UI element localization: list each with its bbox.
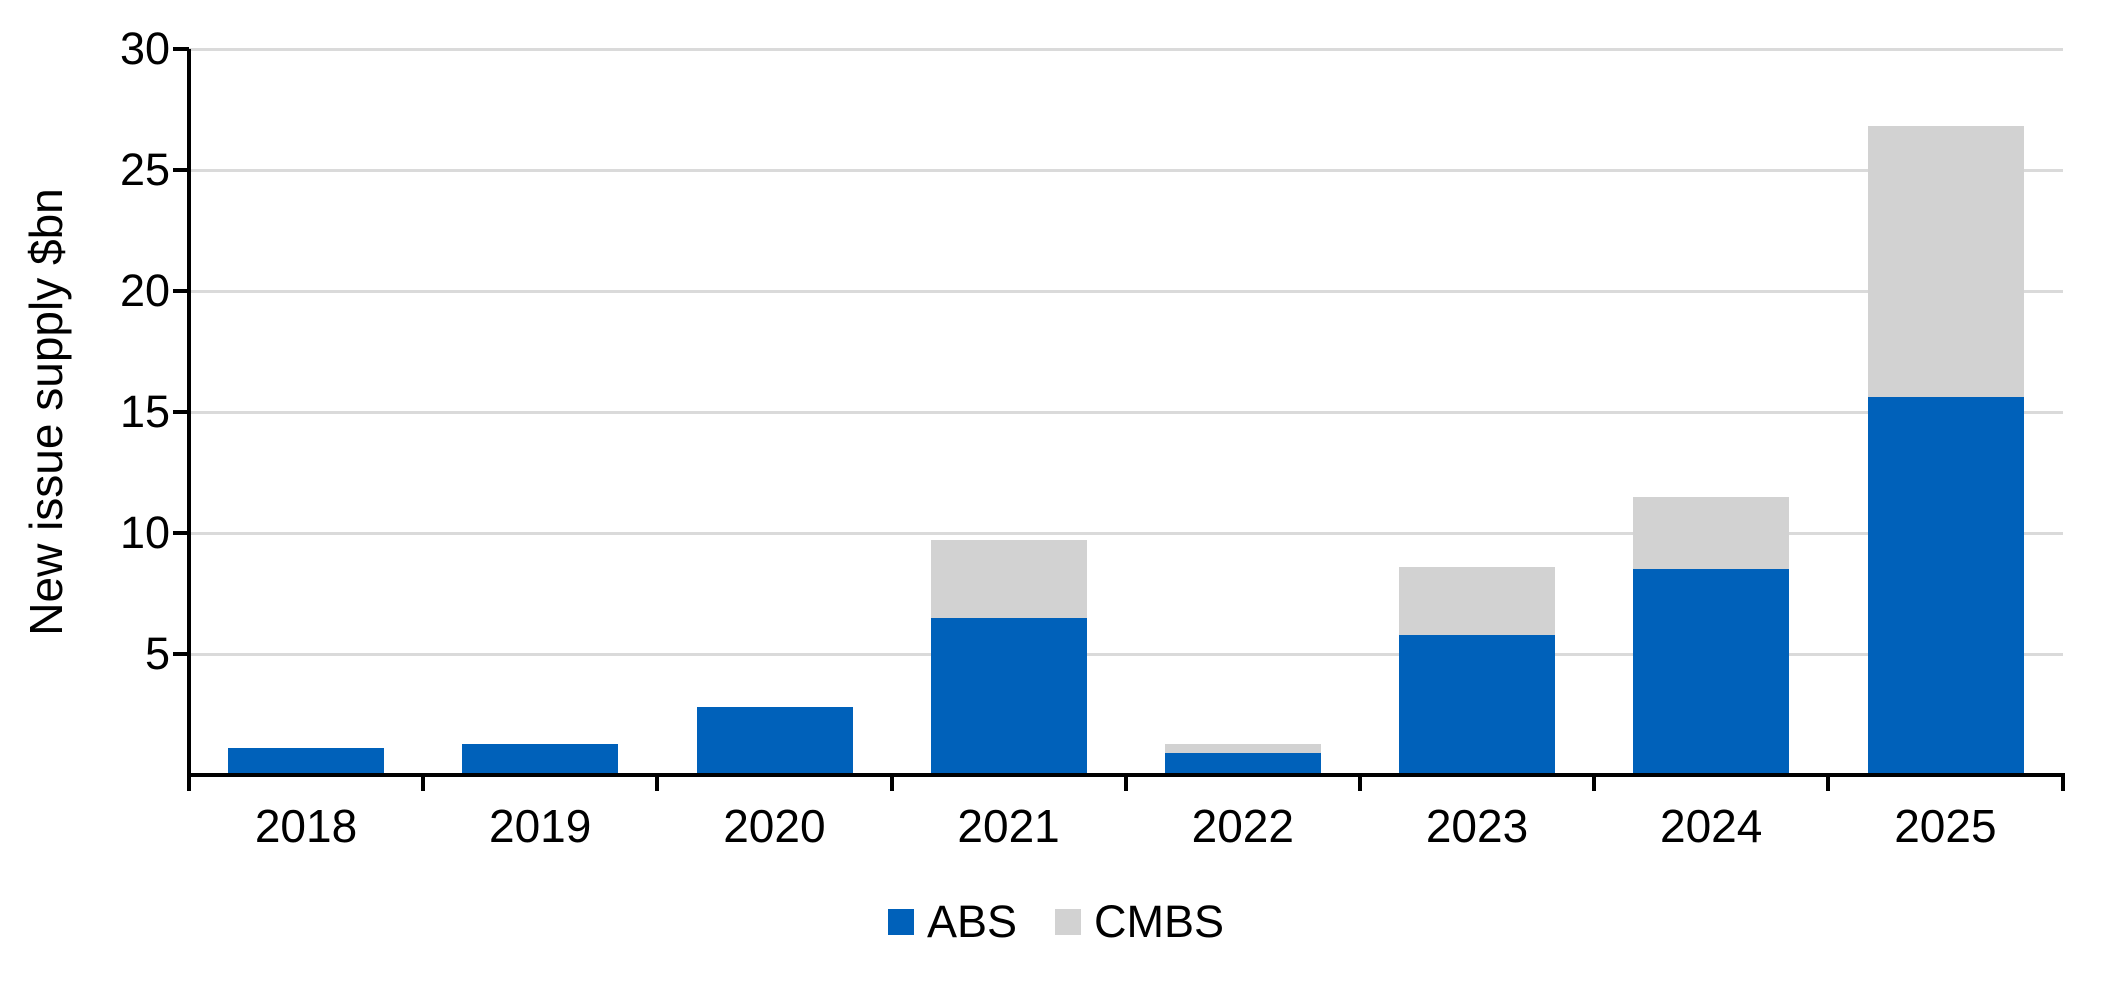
- x-axis-label-2022: 2022: [1191, 800, 1294, 852]
- x-axis-label-2025: 2025: [1894, 800, 1997, 852]
- chart-legend: ABS CMBS: [0, 896, 2112, 948]
- y-axis-line: [187, 49, 191, 777]
- x-axis-label-2020: 2020: [723, 800, 826, 852]
- y-tick-10: [173, 531, 189, 535]
- gridline-5: [189, 652, 2063, 656]
- x-tick-5: [1358, 775, 1362, 791]
- bar-2021-cmbs: [930, 540, 1087, 618]
- y-tick-30: [173, 47, 189, 51]
- x-axis-label-2021: 2021: [957, 800, 1060, 852]
- y-tick-20: [173, 289, 189, 293]
- x-tick-3: [889, 775, 894, 791]
- legend-label-abs: ABS: [926, 896, 1018, 947]
- legend-item-cmbs: CMBS: [1055, 896, 1224, 948]
- legend-item-abs: ABS: [887, 896, 1018, 948]
- gridline-30: [189, 47, 2063, 51]
- bar-2024-abs: [1633, 569, 1790, 775]
- bar-2025-abs: [1867, 397, 2024, 775]
- gridline-25: [189, 168, 2063, 172]
- x-tick-8: [2060, 775, 2065, 791]
- y-tick-label-10: 10: [119, 507, 170, 558]
- y-tick-15: [173, 410, 189, 414]
- y-tick-25: [173, 168, 189, 172]
- y-tick-label-5: 5: [144, 628, 170, 679]
- x-tick-1: [421, 775, 426, 791]
- x-axis-label-2024: 2024: [1660, 800, 1763, 852]
- bar-2022-abs: [1164, 753, 1321, 775]
- x-tick-6: [1592, 775, 1597, 791]
- y-tick-label-15: 15: [119, 386, 170, 437]
- bar-2019-abs: [462, 743, 619, 775]
- x-axis-line: [187, 773, 2065, 777]
- x-tick-7: [1826, 775, 1831, 791]
- legend-swatch-cmbs: [1055, 909, 1082, 935]
- legend-label-cmbs: CMBS: [1094, 896, 1225, 947]
- legend-swatch-abs: [887, 909, 914, 935]
- x-tick-2: [655, 775, 660, 791]
- bar-2022-cmbs: [1164, 743, 1321, 754]
- bar-2023-cmbs: [1399, 566, 1556, 635]
- gridline-10: [189, 531, 2063, 535]
- bar-2021-abs: [930, 617, 1087, 775]
- y-tick-5: [173, 652, 189, 656]
- y-tick-label-30: 30: [119, 23, 170, 74]
- x-tick-4: [1123, 775, 1128, 791]
- bar-2020-abs: [696, 707, 853, 775]
- x-axis-label-2019: 2019: [489, 800, 592, 852]
- y-tick-label-20: 20: [119, 265, 170, 316]
- bar-2025-cmbs: [1867, 126, 2024, 398]
- x-axis-label-2018: 2018: [254, 800, 358, 852]
- gridline-20: [189, 289, 2063, 293]
- bar-2023-abs: [1399, 634, 1556, 775]
- y-tick-label-25: 25: [119, 144, 170, 195]
- x-axis-label-2023: 2023: [1425, 800, 1529, 852]
- bar-2024-cmbs: [1633, 496, 1790, 570]
- x-tick-0: [187, 775, 191, 791]
- bar-2018-abs: [228, 748, 385, 775]
- gridline-15: [189, 410, 2063, 414]
